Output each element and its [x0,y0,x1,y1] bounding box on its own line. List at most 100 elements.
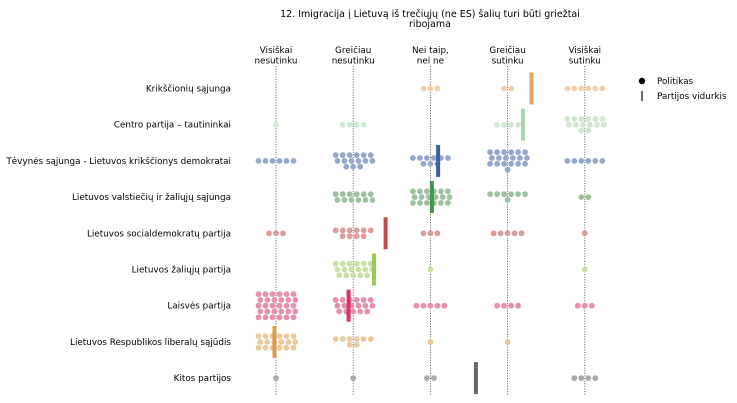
politician-point [360,260,367,267]
politician-point [355,158,362,164]
politician-point [341,197,348,203]
party-row-label: Lietuvos valstiečių ir žaliųjų sąjunga [72,192,231,203]
politician-point [501,85,507,92]
politician-point [432,194,439,201]
politician-point [367,191,374,198]
politician-point [578,85,585,92]
politician-point [504,166,511,173]
politician-point [508,302,514,309]
politician-point [599,158,606,164]
politician-point [578,127,585,134]
politician-point [424,200,430,206]
politician-point [346,260,353,267]
politician-point [271,297,278,303]
politician-point [571,116,578,122]
politician-point [501,149,507,156]
politician-point [353,260,360,267]
politician-point [585,375,592,381]
politician-point [276,333,283,339]
politician-point [290,158,297,164]
politician-point [588,302,595,309]
party-mean-bar [529,72,534,105]
politician-point [332,297,339,303]
politician-point [257,297,264,303]
politician-point [350,163,357,170]
politician-point [278,308,285,315]
politician-point [581,302,588,309]
politician-point [269,291,276,297]
politician-point [522,160,528,167]
politician-point [501,160,507,167]
politician-point [362,158,369,164]
politician-point [427,302,434,309]
politician-point [585,158,592,164]
politician-point [494,191,500,198]
politician-point [285,339,292,345]
politician-point [332,260,339,267]
politician-point [283,158,290,164]
politician-point [332,191,339,198]
politician-point [334,197,341,203]
politician-point [446,194,453,201]
politician-point [515,191,521,198]
politician-point [420,302,427,309]
politician-point [417,188,423,195]
politician-point [341,266,348,273]
politician-point [585,194,592,201]
politician-point [369,197,376,203]
politician-point [339,336,346,342]
politician-point [508,85,514,92]
politician-point [431,155,437,161]
politician-point [574,302,581,309]
politician-point [273,121,279,128]
politician-point [362,266,369,273]
party-mean-bar [383,217,388,250]
politician-point [434,302,441,309]
x-category-label: nei ne [417,57,444,67]
politician-point [504,197,511,203]
politician-point [494,149,500,156]
politician-point [346,336,353,342]
politician-point [573,121,579,128]
politician-point [276,344,283,351]
politician-point [280,230,286,237]
politician-point [346,341,353,348]
politician-point [276,314,283,321]
politician-point [424,188,430,195]
politician-point [355,197,362,203]
politician-point [334,302,341,309]
politician-point [341,158,348,164]
politician-point [494,121,500,128]
chart-title-line-1: 12. Imigracija į Lietuvą iš trečiųjų (ne… [280,9,580,20]
politician-point [427,230,434,237]
politician-point [487,149,493,156]
politician-point [339,152,346,159]
politician-point [504,230,511,237]
politician-point [362,302,369,309]
party-mean-bar [429,181,434,214]
politician-point [255,158,262,164]
politician-point [515,302,521,309]
politician-point [332,227,339,234]
politician-point [283,291,290,297]
x-category-label: sutinku [569,57,601,67]
politician-point [285,308,292,315]
politician-point [346,233,353,240]
politician-point [445,188,451,195]
politician-point [364,272,371,279]
politician-point [341,302,348,309]
party-mean-bar [473,362,478,395]
politician-point [339,233,346,240]
politician-point [367,297,374,303]
party-mean-bar [436,144,441,177]
politician-point [269,158,276,164]
politician-point [508,121,514,128]
politician-point [580,121,586,128]
politician-point [346,152,353,159]
politician-point [334,158,341,164]
politician-point [332,152,339,159]
politician-point [346,227,353,234]
politician-point [427,266,434,273]
politician-point [262,302,269,309]
politician-point [578,194,585,201]
